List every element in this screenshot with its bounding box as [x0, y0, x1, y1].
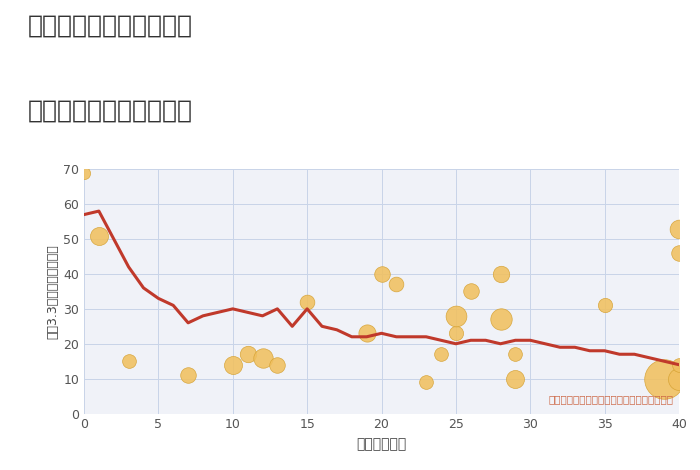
Point — [78, 169, 90, 176]
Point — [673, 375, 685, 383]
Point — [421, 378, 432, 386]
Point — [376, 270, 387, 278]
Point — [659, 375, 670, 383]
Point — [450, 312, 461, 320]
Point — [227, 361, 238, 368]
Point — [599, 302, 610, 309]
X-axis label: 築年数（年）: 築年数（年） — [356, 437, 407, 451]
Point — [495, 315, 506, 323]
Point — [673, 225, 685, 232]
Point — [673, 361, 685, 368]
Text: 円の大きさは、取引のあった物件面積を示す: 円の大きさは、取引のあった物件面積を示す — [548, 394, 673, 404]
Point — [465, 288, 476, 295]
Point — [495, 270, 506, 278]
Point — [93, 232, 104, 239]
Text: 築年数別中古戸建て価格: 築年数別中古戸建て価格 — [28, 99, 193, 123]
Point — [673, 249, 685, 257]
Point — [435, 351, 447, 358]
Point — [272, 361, 283, 368]
Text: 兵庫県豊岡市出石町嶋の: 兵庫県豊岡市出石町嶋の — [28, 14, 193, 38]
Y-axis label: 坪（3.3㎡）単価（万円）: 坪（3.3㎡）単価（万円） — [46, 244, 59, 339]
Point — [391, 281, 402, 288]
Point — [183, 371, 194, 379]
Point — [510, 375, 521, 383]
Point — [123, 358, 134, 365]
Point — [510, 351, 521, 358]
Point — [242, 351, 253, 358]
Point — [302, 298, 313, 306]
Point — [361, 329, 372, 337]
Point — [257, 354, 268, 361]
Point — [450, 329, 461, 337]
